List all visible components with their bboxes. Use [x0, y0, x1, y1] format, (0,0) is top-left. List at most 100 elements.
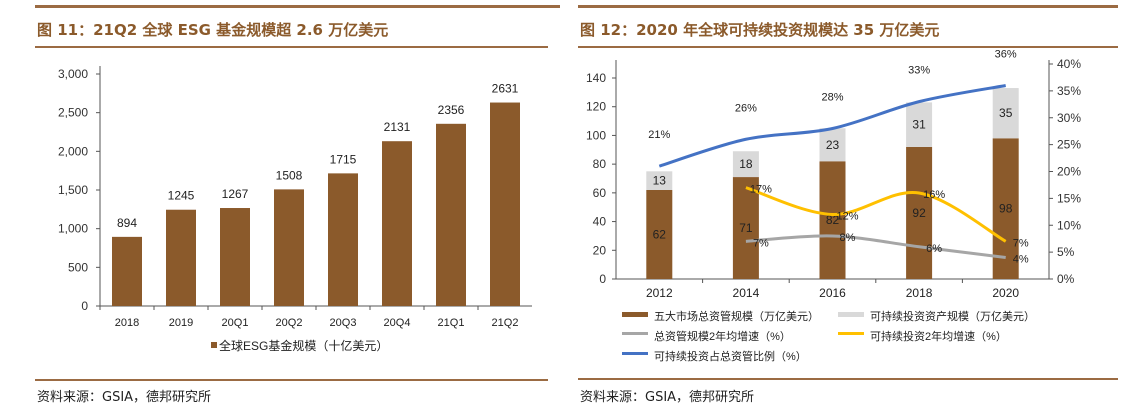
data-label: 2131	[384, 120, 411, 134]
bar-21Q1	[436, 123, 466, 306]
source-rule	[578, 378, 1118, 380]
y-tick-label: 1,000	[58, 222, 88, 236]
source-note: 资料来源：GSIA，德邦研究所	[37, 390, 212, 405]
bar-total-aum-2014	[732, 177, 759, 279]
data-label: 92	[912, 206, 926, 220]
y2-tick-label: 25%	[1057, 138, 1081, 152]
y2-tick-label: 10%	[1057, 218, 1081, 232]
bar-sustainable-2012	[646, 171, 673, 190]
x-tick-label: 20Q3	[330, 317, 357, 329]
bar-2019	[166, 209, 196, 306]
legend-label: 全球ESG基金规模（十亿美元）	[219, 338, 388, 353]
bar-sustainable-2016	[819, 128, 846, 162]
top-rule	[578, 5, 1118, 8]
line-data-label: 33%	[908, 65, 930, 77]
y-tick-label: 40	[593, 215, 607, 229]
x-tick-label: 2018	[906, 286, 933, 300]
x-tick-label: 20Q1	[222, 317, 249, 329]
line-data-label: 26%	[735, 102, 757, 114]
bar-21Q2	[490, 102, 520, 306]
legend-label: 可持续投资资产规模（万亿美元）	[870, 309, 1035, 323]
line-data-label: 16%	[923, 189, 945, 201]
x-tick-label: 2019	[169, 317, 193, 329]
bar-sustainable-2020	[992, 88, 1019, 139]
bar-total-aum-2016	[819, 161, 846, 279]
data-label: 1508	[276, 168, 303, 182]
y2-tick-label: 20%	[1057, 165, 1081, 179]
data-label: 1245	[168, 189, 195, 203]
x-tick-label: 2020	[992, 286, 1019, 300]
x-tick-label: 20Q4	[384, 317, 411, 329]
figure-title: 图 12：2020 年全球可持续投资规模达 35 万亿美元	[580, 21, 940, 39]
legend-swatch	[838, 312, 864, 317]
bar-20Q1	[220, 208, 250, 306]
data-label: 2356	[438, 103, 465, 117]
data-label: 62	[653, 227, 667, 241]
bar-total-aum-2018	[906, 146, 933, 279]
legend-swatch	[622, 352, 648, 355]
data-label: 82	[826, 213, 840, 227]
x-tick-label: 2018	[115, 317, 139, 329]
y-tick-label: 60	[593, 186, 607, 200]
legend-label: 可持续投资占总资管比例（%）	[654, 349, 807, 363]
y-tick-label: 3,000	[58, 67, 88, 81]
y-tick-label: 2,500	[58, 106, 88, 120]
y2-tick-label: 0%	[1057, 272, 1075, 286]
line-data-label: 36%	[995, 49, 1017, 61]
sustainable-share-line	[658, 84, 1006, 168]
legend-swatch	[622, 312, 648, 317]
bar-20Q4	[382, 141, 412, 306]
figure-title: 图 11：21Q2 全球 ESG 基金规模超 2.6 万亿美元	[37, 21, 389, 39]
line-data-label: 21%	[648, 129, 670, 141]
data-label: 35	[999, 106, 1013, 120]
bar-total-aum-2012	[646, 189, 673, 279]
data-label: 18	[739, 157, 753, 171]
data-label: 23	[826, 138, 840, 152]
x-tick-label: 20Q2	[276, 317, 303, 329]
legend-label: 总资管规模2年均增速（%）	[654, 329, 791, 343]
source-rule	[35, 379, 548, 381]
line-data-label: 8%	[840, 232, 856, 244]
line-data-label: 28%	[821, 92, 843, 104]
avg-growth-sustainable-line	[745, 186, 1007, 243]
right-figure: 图 12：2020 年全球可持续投资规模达 35 万亿美元 资料来源：GSIA，…	[578, 0, 1128, 418]
top-rule	[35, 5, 560, 8]
x-tick-label: 2014	[733, 286, 760, 300]
bar-sustainable-2014	[732, 151, 759, 178]
legend-swatch	[211, 342, 217, 348]
bar-2018	[112, 236, 142, 306]
bar-20Q2	[274, 189, 304, 306]
data-label: 2631	[492, 82, 519, 96]
line-data-label: 12%	[836, 211, 858, 223]
data-label: 31	[912, 118, 926, 132]
legend-swatch	[622, 332, 648, 335]
data-label: 1715	[330, 152, 357, 166]
data-label: 13	[653, 174, 667, 188]
line-data-label: 6%	[926, 243, 942, 255]
x-tick-label: 2012	[646, 286, 673, 300]
source-note: 资料来源：GSIA，德邦研究所	[580, 390, 755, 405]
y-tick-label: 20	[593, 243, 607, 257]
y2-tick-label: 15%	[1057, 191, 1081, 205]
avg-growth-total-line	[745, 234, 1006, 259]
x-tick-label: 21Q1	[438, 317, 465, 329]
data-label: 894	[117, 216, 137, 230]
legend-label: 五大市场总资管规模（万亿美元）	[654, 309, 819, 323]
legend-swatch	[838, 332, 864, 335]
y2-tick-label: 30%	[1057, 111, 1081, 125]
x-tick-label: 21Q2	[492, 317, 519, 329]
y-tick-label: 0	[81, 299, 88, 313]
title-rule	[35, 46, 548, 48]
line-data-label: 7%	[1013, 237, 1029, 249]
legend-label: 可持续投资2年均增速（%）	[870, 329, 1007, 343]
y-tick-label: 0	[599, 272, 606, 286]
y-tick-label: 100	[586, 128, 606, 142]
y2-tick-label: 40%	[1057, 57, 1081, 71]
line-data-label: 4%	[1013, 254, 1029, 266]
y2-tick-label: 35%	[1057, 84, 1081, 98]
x-tick-label: 2016	[819, 286, 846, 300]
line-data-label: 17%	[750, 184, 772, 196]
y-tick-label: 80	[593, 157, 607, 171]
title-rule	[578, 46, 1118, 48]
